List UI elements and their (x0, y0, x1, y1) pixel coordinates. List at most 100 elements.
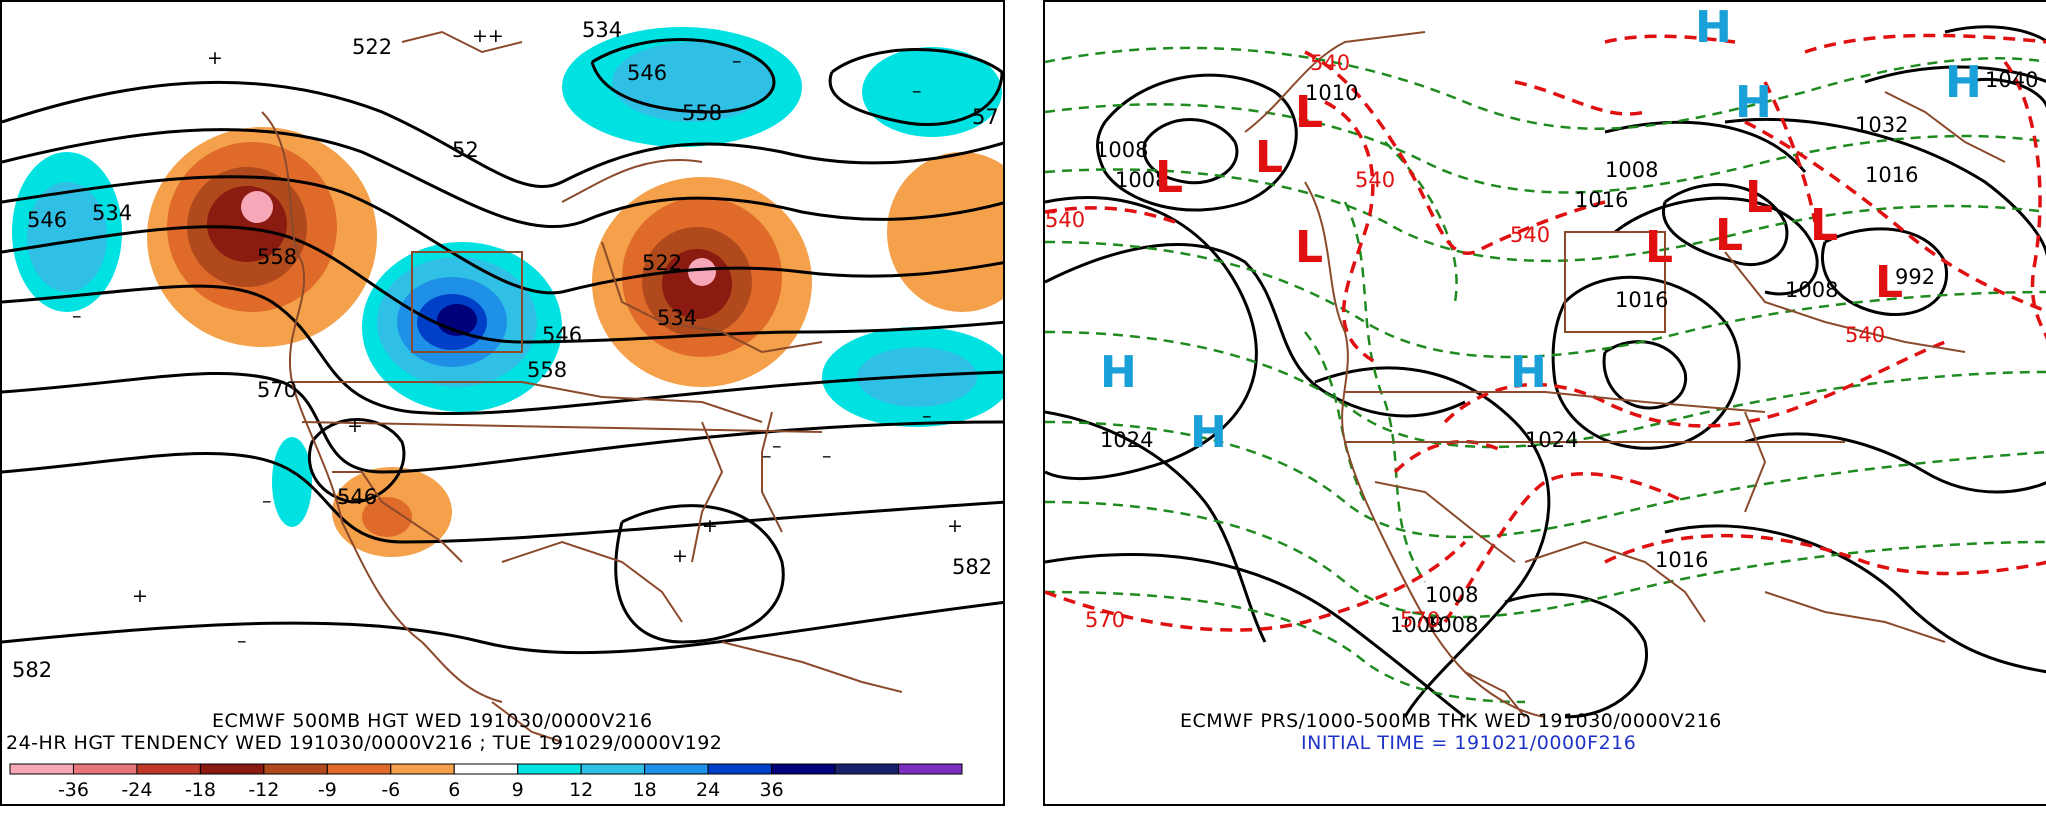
low-marker: L (1295, 222, 1323, 273)
pressure-label: 1040 (1985, 68, 2038, 92)
pressure-labels: 1008 1008 1032 1040 1010 1016 1008 1016 … (1095, 68, 2038, 637)
height-label: 570 (257, 378, 297, 402)
colorbar-swatch (390, 763, 455, 775)
pressure-label: 1008 (1605, 158, 1658, 182)
height-label: 546 (337, 485, 377, 509)
right-title-line2: INITIAL TIME = 191021/0000F216 (1301, 732, 1637, 754)
left-title-line2: 24-HR HGT TENDENCY WED 191030/0000V216 ;… (6, 732, 723, 754)
height-label: 546 (27, 208, 67, 232)
pressure-label: 1016 (1615, 288, 1668, 312)
colorbar-tick-label: 12 (569, 779, 593, 801)
high-marker: H (1100, 347, 1137, 398)
height-label: 546 (627, 61, 667, 85)
colorbar-swatch (771, 763, 836, 775)
right-map-panel: 1008 1008 1032 1040 1010 1016 1008 1016 … (1043, 0, 2046, 806)
svg-text:–: – (72, 305, 82, 327)
low-marker: L (1745, 172, 1773, 223)
low-marker: L (1155, 152, 1183, 203)
svg-text:++: ++ (472, 25, 504, 47)
svg-text:–: – (772, 435, 782, 457)
height-label: 534 (92, 201, 132, 225)
pressure-label: 1008 (1425, 613, 1478, 637)
height-label: 534 (582, 18, 622, 42)
high-marker: H (1695, 2, 1732, 53)
left-title-line1: ECMWF 500MB HGT WED 191030/0000V216 (212, 710, 653, 732)
colorbar-swatch (898, 763, 963, 775)
pressure-label: 1024 (1525, 428, 1578, 452)
svg-text:–: – (262, 490, 272, 512)
svg-text:+: + (132, 585, 148, 607)
svg-text:–: – (762, 445, 772, 467)
high-pressure-markers: H H H H H H (1100, 2, 1982, 458)
thickness-label: 540 (1510, 223, 1550, 247)
height-labels: 522 534 546 558 52 546 534 558 534 522 5… (12, 18, 999, 682)
high-marker: H (1735, 77, 1772, 128)
colorbar-swatch (517, 763, 582, 775)
low-marker: L (1295, 87, 1323, 138)
svg-text:–: – (732, 50, 742, 72)
svg-text:+: + (947, 515, 963, 537)
colorbar-swatch (199, 763, 265, 775)
svg-text:+: + (702, 515, 718, 537)
svg-text:–: – (912, 80, 922, 102)
colorbar-tick-label: -36 (58, 779, 89, 801)
coastlines-borders (261, 30, 903, 743)
colorbar-swatch (453, 763, 519, 775)
thickness-label: 540 (1355, 168, 1395, 192)
colorbar-tick-label: 24 (696, 779, 720, 801)
colorbar-tick-label: 6 (448, 779, 460, 801)
pressure-label: 1016 (1865, 163, 1918, 187)
left-map: + ++ + + + + + – – – – – – – – – 522 534… (2, 18, 1003, 801)
colorbar-tick-label: -18 (185, 779, 216, 801)
pressure-label: 1032 (1855, 113, 1908, 137)
pressure-label: 992 (1895, 265, 1935, 289)
low-pressure-markers: L L L L L L L L L (1155, 87, 1903, 308)
height-label: 534 (657, 306, 697, 330)
thickness-red-dashed (1045, 33, 2046, 632)
high-marker: H (1945, 57, 1982, 108)
pressure-label: 1008 (1390, 613, 1443, 637)
svg-text:–: – (237, 630, 247, 652)
height-label: 582 (952, 555, 992, 579)
thickness-labels: 540 540 540 540 540 570 570 (1045, 51, 1885, 632)
pressure-contours (1045, 25, 2046, 719)
pressure-label: 1016 (1575, 188, 1628, 212)
pressure-label: 1008 (1425, 583, 1478, 607)
colorbar-tick-label: -12 (248, 779, 279, 801)
colorbar: -36 -24 -18 -12 -9 -6 6 9 12 18 24 36 (9, 763, 963, 801)
colorbar-tick-label: 18 (633, 779, 657, 801)
height-tendency-fills (12, 27, 1003, 557)
height-label: 522 (352, 35, 392, 59)
thickness-label: 540 (1045, 208, 1085, 232)
height-label: 522 (642, 251, 682, 275)
svg-text:–: – (822, 445, 832, 467)
colorbar-tick-label: -6 (381, 779, 400, 801)
pressure-label: 1024 (1100, 428, 1153, 452)
colorbar-tick-label: 36 (760, 779, 784, 801)
colorbar-swatch (72, 763, 138, 775)
coastlines-borders (1244, 31, 2006, 718)
pressure-label: 1008 (1785, 278, 1838, 302)
thickness-label: 540 (1845, 323, 1885, 347)
colorbar-swatch (580, 763, 646, 775)
colorbar-swatch (136, 763, 201, 775)
svg-text:+: + (347, 415, 363, 437)
pressure-label: 1016 (1655, 548, 1708, 572)
colorbar-swatch (9, 763, 74, 775)
height-label: 558 (527, 358, 567, 382)
low-marker: L (1255, 132, 1283, 183)
low-marker: L (1645, 222, 1673, 273)
colorbar-swatch (834, 763, 900, 775)
low-marker: L (1875, 257, 1903, 308)
svg-text:+: + (672, 545, 688, 567)
pressure-label: 1010 (1305, 81, 1358, 105)
right-map: 1008 1008 1032 1040 1010 1016 1008 1016 … (1045, 2, 2046, 719)
high-marker: H (1510, 347, 1547, 398)
colorbar-swatch (263, 763, 328, 775)
thickness-green-dashed (1045, 46, 2046, 704)
height-label: 52 (452, 138, 479, 162)
height-label: 582 (12, 658, 52, 682)
thickness-label: 570 (1085, 608, 1125, 632)
colorbar-tick-label: -24 (121, 779, 152, 801)
height-contours (2, 38, 1003, 655)
